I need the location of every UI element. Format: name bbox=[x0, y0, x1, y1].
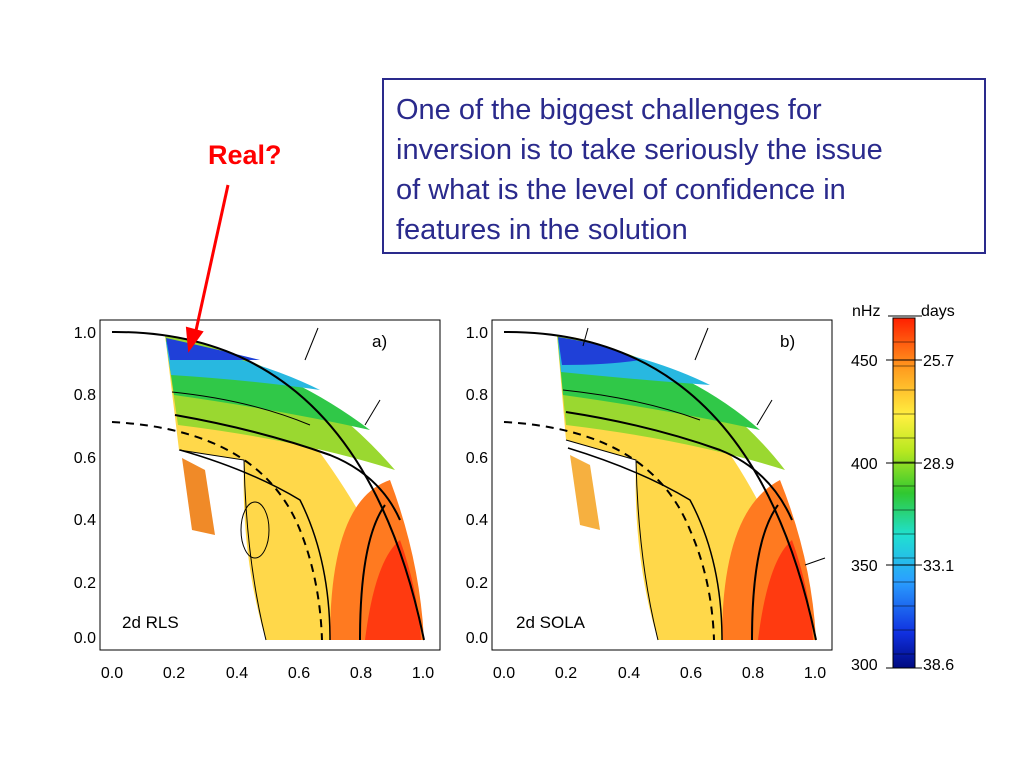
colorbar-right-unit: days bbox=[921, 303, 955, 320]
panel-b-x-tick: 0.6 bbox=[680, 665, 702, 682]
panel-a-y-tick: 0.0 bbox=[74, 630, 96, 647]
panel-b-x-tick: 1.0 bbox=[804, 665, 826, 682]
panel-b-y-tick: 0.0 bbox=[466, 630, 488, 647]
panel-b-y-tick: 0.8 bbox=[466, 387, 488, 404]
panel-a-x-tick: 0.6 bbox=[288, 665, 310, 682]
colorbar-right-tick: 38.6 bbox=[923, 657, 954, 674]
panel-b-x-tick: 0.0 bbox=[493, 665, 515, 682]
panel-b-tag: b) bbox=[780, 332, 795, 351]
panel-b-y-tick: 0.6 bbox=[466, 450, 488, 467]
panel-a-x-axis: 0.0 0.2 0.4 0.6 0.8 1.0 bbox=[101, 665, 434, 682]
panel-b-x-tick: 0.8 bbox=[742, 665, 764, 682]
real-arrow bbox=[185, 184, 230, 353]
colorbar-labels: nHz days 450 400 350 300 25.7 28.9 33.1 … bbox=[851, 303, 955, 674]
panel-b-x-axis: 0.0 0.2 0.4 0.6 0.8 1.0 bbox=[493, 665, 826, 682]
colorbar-left-tick: 300 bbox=[851, 657, 878, 674]
callout-line: One of the biggest challenges for bbox=[396, 94, 822, 126]
callout-line: of what is the level of confidence in bbox=[396, 174, 846, 206]
panel-b-x-tick: 0.4 bbox=[618, 665, 640, 682]
panel-a-x-tick: 0.2 bbox=[163, 665, 185, 682]
panel-a-x-tick: 1.0 bbox=[412, 665, 434, 682]
colorbar-left-tick: 400 bbox=[851, 456, 878, 473]
panel-a-frame bbox=[99, 319, 441, 651]
panel-a-y-tick: 0.4 bbox=[74, 512, 96, 529]
colorbar-left-unit: nHz bbox=[852, 303, 880, 320]
colorbar-right-tick: 25.7 bbox=[923, 353, 954, 370]
colorbar-right-tick: 33.1 bbox=[923, 558, 954, 575]
panel-a-method-label: 2d RLS bbox=[122, 613, 179, 632]
panel-a: a) 2d RLS 1.0 0.8 0.6 0.4 0.2 0.0 0.0 0.… bbox=[74, 319, 441, 682]
colorbar-left-tick: 350 bbox=[851, 558, 878, 575]
panel-b-frame bbox=[491, 319, 833, 651]
panel-b-y-tick: 0.2 bbox=[466, 575, 488, 592]
panel-b-field bbox=[503, 327, 826, 641]
panel-a-y-tick: 0.8 bbox=[74, 387, 96, 404]
panel-a-tag: a) bbox=[372, 332, 387, 351]
real-annotation-label: Real? bbox=[208, 140, 282, 170]
panel-b-y-tick: 1.0 bbox=[466, 325, 488, 342]
panel-a-y-tick: 0.6 bbox=[74, 450, 96, 467]
callout-box: One of the biggest challenges for invers… bbox=[382, 78, 986, 254]
colorbar: nHz days 450 400 350 300 25.7 28.9 33.1 … bbox=[851, 300, 1024, 690]
panel-a-y-axis: 1.0 0.8 0.6 0.4 0.2 0.0 bbox=[74, 325, 96, 647]
panel-a-y-tick: 0.2 bbox=[74, 575, 96, 592]
panel-a-x-tick: 0.4 bbox=[226, 665, 248, 682]
panel-b-y-tick: 0.4 bbox=[466, 512, 488, 529]
panel-a-field bbox=[111, 327, 425, 641]
panel-a-x-tick: 0.0 bbox=[101, 665, 123, 682]
colorbar-clip bbox=[958, 300, 1024, 690]
panel-b-x-tick: 0.2 bbox=[555, 665, 577, 682]
colorbar-scale bbox=[892, 317, 916, 669]
panel-b-y-axis: 1.0 0.8 0.6 0.4 0.2 0.0 bbox=[466, 325, 488, 647]
colorbar-gridlines bbox=[893, 341, 915, 655]
colorbar-right-tick: 28.9 bbox=[923, 456, 954, 473]
panel-b: b) 2d SOLA 1.0 0.8 0.6 0.4 0.2 0.0 0.0 0… bbox=[466, 319, 833, 682]
colorbar-left-tick: 450 bbox=[851, 353, 878, 370]
panel-a-y-tick: 1.0 bbox=[74, 325, 96, 342]
callout-line: features in the solution bbox=[396, 214, 688, 246]
panel-a-x-tick: 0.8 bbox=[350, 665, 372, 682]
callout-line: inversion is to take seriously the issue bbox=[396, 134, 883, 166]
panel-b-method-label: 2d SOLA bbox=[516, 613, 586, 632]
